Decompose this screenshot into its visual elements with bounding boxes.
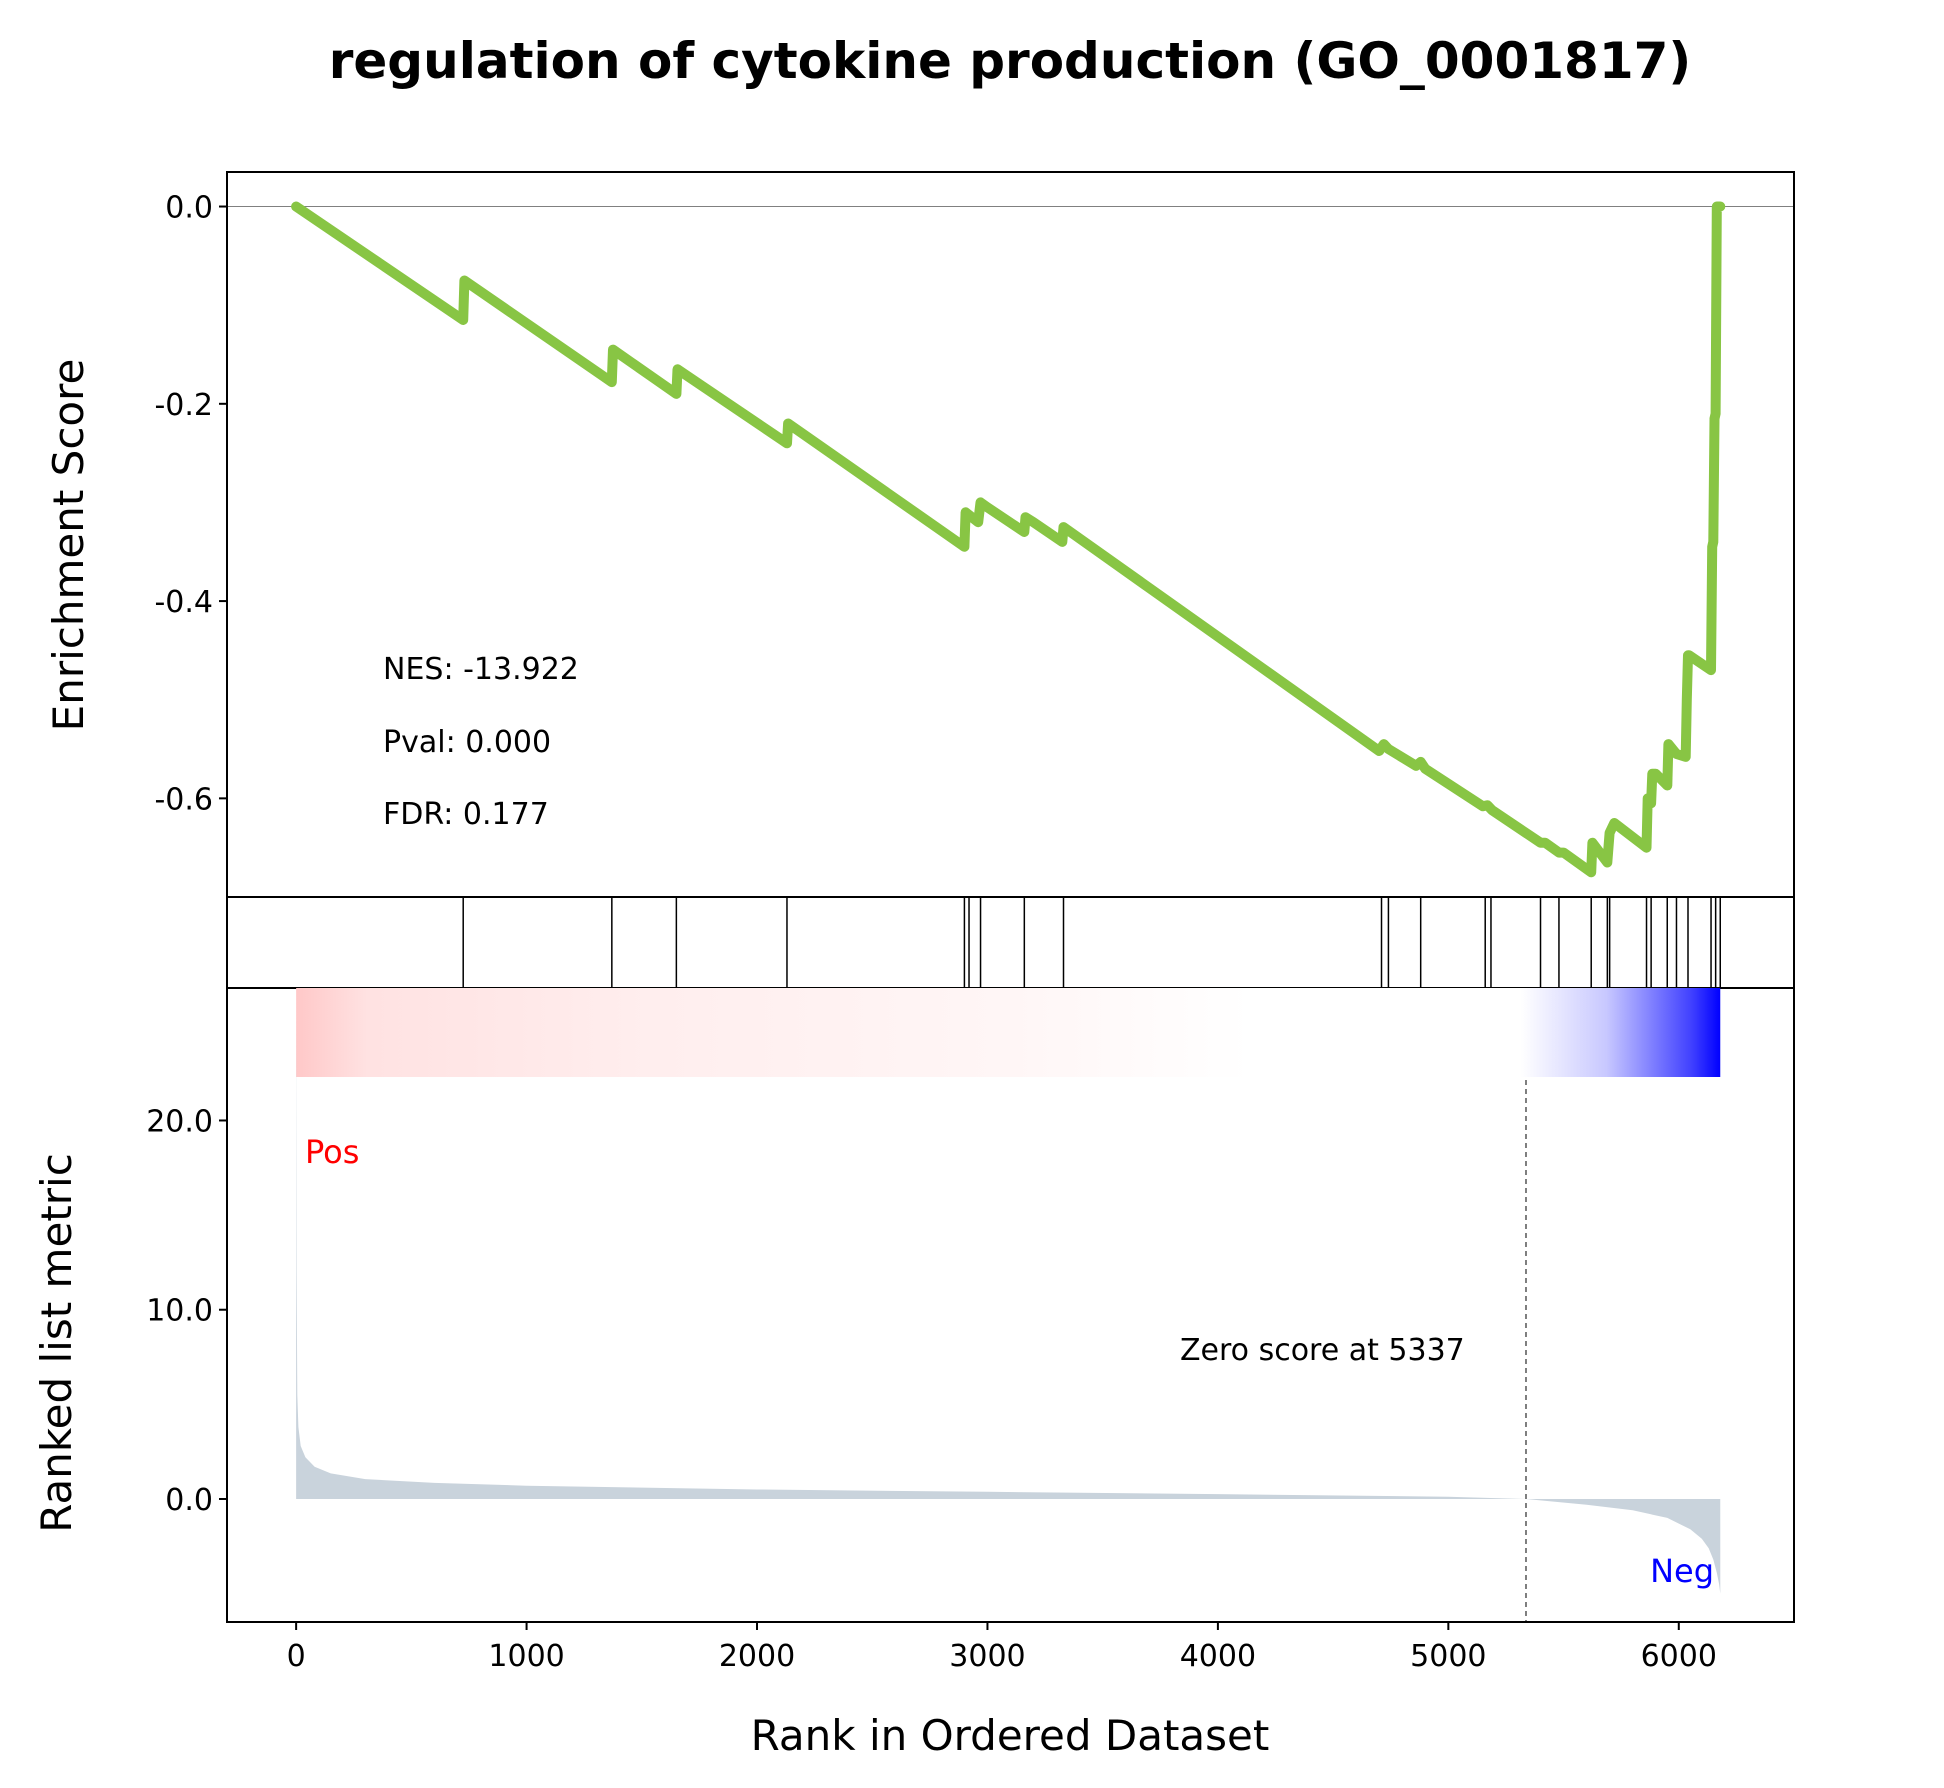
es-y-tick-label: -0.2 bbox=[154, 388, 213, 423]
x-tick-label: 5000 bbox=[1410, 1639, 1486, 1674]
hit-lines bbox=[462, 897, 1722, 988]
es-y-axis-label: Enrichment Score bbox=[44, 359, 93, 732]
ranked-metric-panel: Zero score at 5337 Pos Neg 20.0 10.0 0.0 0… bbox=[32, 988, 1795, 1760]
neg-label: Neg bbox=[1650, 1552, 1714, 1590]
pos-label: Pos bbox=[305, 1133, 359, 1171]
metric-x-ticks: 0 1000 2000 3000 4000 5000 6000 bbox=[287, 1622, 1717, 1674]
fdr-stat: FDR: 0.177 bbox=[383, 797, 549, 832]
es-y-tick-label: -0.4 bbox=[154, 585, 213, 620]
es-y-tick-label: 0.0 bbox=[165, 191, 213, 226]
metric-y-tick-label: 0.0 bbox=[165, 1483, 213, 1518]
pval-stat: Pval: 0.000 bbox=[383, 725, 551, 760]
x-axis-label: Rank in Ordered Dataset bbox=[751, 1711, 1270, 1760]
metric-y-tick-label: 10.0 bbox=[146, 1294, 213, 1329]
nes-stat: NES: -13.922 bbox=[383, 652, 579, 687]
rank-color-bar bbox=[296, 988, 1721, 1077]
gene-hits-panel bbox=[226, 896, 1795, 989]
es-y-tick-label: -0.6 bbox=[154, 782, 213, 817]
ranked-metric-area bbox=[296, 1016, 1721, 1594]
metric-y-tick-label: 20.0 bbox=[146, 1104, 213, 1139]
x-tick-label: 1000 bbox=[488, 1639, 564, 1674]
zero-score-label: Zero score at 5337 bbox=[1180, 1333, 1465, 1368]
x-tick-label: 2000 bbox=[719, 1639, 795, 1674]
es-y-ticks: 0.0 -0.2 -0.4 -0.6 bbox=[154, 191, 227, 817]
enrichment-score-panel: 0.0 -0.2 -0.4 -0.6 NES: -13.922 Pval: 0.000… bbox=[44, 171, 1795, 898]
metric-y-ticks: 20.0 10.0 0.0 bbox=[146, 1104, 227, 1518]
x-tick-label: 0 bbox=[287, 1639, 306, 1674]
metric-frame bbox=[226, 988, 1795, 1623]
figure-title: regulation of cytokine production (GO_00… bbox=[329, 32, 1692, 90]
x-tick-label: 4000 bbox=[1180, 1639, 1256, 1674]
x-tick-label: 6000 bbox=[1641, 1639, 1717, 1674]
enrichment-score-line bbox=[291, 201, 1726, 878]
x-tick-label: 3000 bbox=[949, 1639, 1025, 1674]
metric-y-axis-label: Ranked list metric bbox=[32, 1153, 81, 1533]
